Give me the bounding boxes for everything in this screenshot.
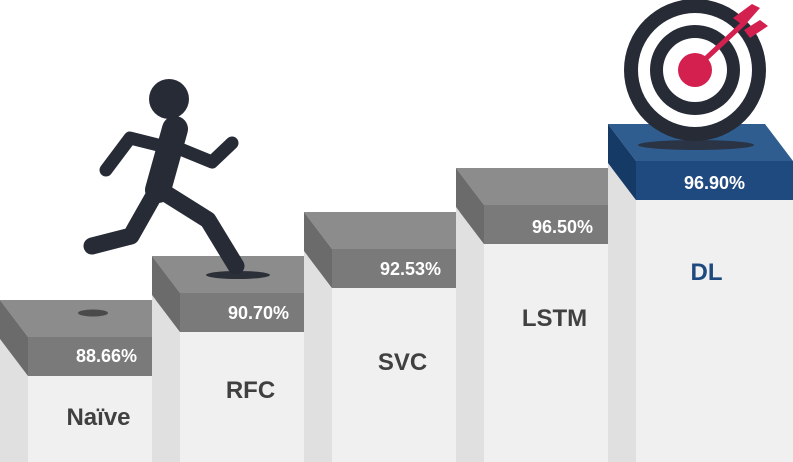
step-pillar (484, 244, 641, 462)
step-pillar (28, 376, 185, 462)
step-value: 96.50% (532, 217, 593, 237)
steps-layer: 88.66%Naïve90.70%RFC92.53%SVC96.50%LSTM9… (0, 124, 793, 462)
step-pillar (180, 332, 337, 462)
step-label: LSTM (522, 305, 587, 332)
step-rfc: 90.70% RFC (152, 256, 337, 462)
step-pillar-side (152, 295, 180, 462)
step-lstm: 96.50% LSTM (456, 168, 641, 462)
step-value: 92.53% (380, 259, 441, 279)
step-top (0, 300, 185, 337)
step-pillar (332, 288, 489, 462)
step-nave: 88.66% Naïve (0, 300, 185, 462)
step-dl: 96.90% DL (608, 124, 793, 462)
step-value: 88.66% (76, 346, 137, 366)
step-pillar-side (456, 207, 484, 462)
step-value: 90.70% (228, 303, 289, 323)
step-slab-side (152, 256, 180, 332)
step-pillar-side (0, 339, 28, 462)
running-person-icon (83, 79, 270, 279)
step-value: 96.90% (684, 173, 745, 193)
step-label: RFC (226, 377, 275, 404)
step-label: SVC (378, 349, 427, 376)
step-pillar-side (608, 163, 636, 462)
step-slab-side (608, 124, 636, 200)
step-slab-side (0, 300, 28, 376)
step-label: DL (691, 259, 723, 286)
step-shadow (78, 309, 108, 317)
step-top (456, 168, 641, 205)
step-slab-side (304, 212, 332, 288)
step-pillar-side (304, 251, 332, 462)
step-label: Naïve (66, 404, 130, 431)
step-slab-front (636, 161, 793, 200)
step-top (304, 212, 489, 249)
target-with-arrow-icon (624, 0, 768, 150)
step-slab-side (456, 168, 484, 244)
step-pillar (636, 200, 793, 462)
